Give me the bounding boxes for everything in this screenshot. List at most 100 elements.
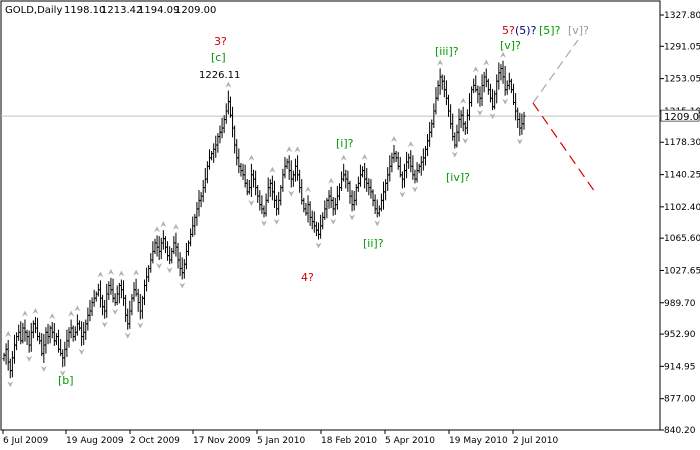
x-tick-label: 19 Aug 2009 bbox=[66, 436, 124, 446]
fractal-down-marker bbox=[451, 151, 458, 158]
fractal-down-marker bbox=[124, 332, 131, 339]
fractal-down-marker bbox=[399, 191, 406, 198]
fractal-up-marker bbox=[154, 226, 161, 233]
fractal-up-marker bbox=[500, 51, 507, 58]
fractal-down-marker bbox=[166, 267, 173, 274]
x-tick-label: 2 Jul 2010 bbox=[513, 436, 558, 446]
forecast-down-line bbox=[532, 102, 598, 196]
y-tick-label: 1291.05 bbox=[664, 42, 700, 52]
ohlc-low: 1194.09 bbox=[138, 5, 179, 16]
y-axis: 1327.801291.051253.051215.101178.301140.… bbox=[660, 11, 700, 436]
fractal-up-marker bbox=[286, 146, 293, 153]
fractal-down-marker bbox=[40, 365, 47, 372]
fractal-up-marker bbox=[328, 177, 335, 184]
fractal-down-marker bbox=[462, 137, 469, 144]
fractal-up-marker bbox=[118, 270, 125, 277]
forecast-lines bbox=[532, 39, 598, 196]
fractal-up-marker bbox=[97, 271, 104, 278]
wave-label-5-paren: (5)? bbox=[515, 24, 537, 37]
x-tick-label: 6 Jul 2009 bbox=[3, 436, 48, 446]
chart-symbol: GOLD,Daily bbox=[5, 5, 62, 16]
fractal-up-marker bbox=[5, 330, 12, 337]
fractal-down-marker bbox=[273, 218, 280, 225]
fractal-down-marker bbox=[78, 348, 85, 355]
fractal-up-marker bbox=[248, 154, 255, 161]
fractal-up-marker bbox=[172, 223, 179, 230]
fractal-down-marker bbox=[330, 218, 337, 225]
wave-label-v: [v]? bbox=[500, 39, 521, 52]
fractal-up-marker bbox=[107, 268, 114, 275]
fractal-down-marker bbox=[137, 322, 144, 329]
y-tick-label: 1178.30 bbox=[664, 138, 700, 148]
fractal-down-marker bbox=[248, 199, 255, 206]
plot-frame bbox=[0, 0, 661, 431]
y-tick-label: 989.70 bbox=[664, 299, 696, 309]
fractal-up-marker bbox=[269, 166, 276, 173]
fractal-down-marker bbox=[261, 220, 267, 227]
fractal-up-marker bbox=[472, 66, 479, 73]
wave-label-i: [i]? bbox=[336, 137, 354, 150]
fractal-down-marker bbox=[516, 138, 523, 145]
fractal-down-marker bbox=[179, 282, 186, 289]
ohlc-high: 1213.42 bbox=[101, 5, 142, 16]
current-price-tag: 1209.00 bbox=[660, 109, 700, 123]
fractal-down-marker bbox=[349, 214, 356, 221]
y-tick-label: 1253.05 bbox=[664, 75, 700, 85]
y-tick-label: 877.00 bbox=[664, 395, 696, 405]
fractal-up-marker bbox=[361, 153, 368, 160]
forecast-up-line bbox=[532, 39, 579, 104]
high-annotation: 1226.11 bbox=[199, 70, 240, 81]
fractal-down-marker bbox=[59, 370, 66, 377]
current-price-label: 1209.00 bbox=[664, 112, 700, 123]
fractal-up-marker bbox=[407, 141, 414, 148]
fractal-up-marker bbox=[160, 221, 167, 228]
fractal-down-marker bbox=[374, 220, 381, 227]
y-tick-label: 1327.80 bbox=[664, 11, 700, 21]
y-tick-label: 1027.65 bbox=[664, 266, 700, 276]
fractal-up-marker bbox=[49, 313, 56, 320]
wave-label-c: [c] bbox=[211, 51, 226, 64]
wave-label-4: 4? bbox=[301, 271, 314, 284]
fractal-up-marker bbox=[305, 186, 312, 193]
fractal-up-marker bbox=[68, 310, 75, 317]
x-tick-label: 2 Oct 2009 bbox=[130, 436, 180, 446]
wave-label-3: 3? bbox=[214, 35, 227, 48]
fractal-up-marker bbox=[437, 59, 444, 66]
fractal-up-marker bbox=[74, 305, 81, 312]
fractal-up-marker bbox=[460, 97, 467, 104]
fractal-down-marker bbox=[156, 262, 163, 269]
ohlc-close: 1209.00 bbox=[175, 5, 216, 16]
fractal-up-marker bbox=[483, 59, 490, 66]
wave-label-ii: [ii]? bbox=[363, 237, 384, 250]
wave-label-iv: [iv]? bbox=[446, 171, 470, 184]
fractal-up-marker bbox=[32, 307, 39, 314]
fractal-up-marker bbox=[391, 136, 397, 143]
fractal-up-marker bbox=[294, 146, 301, 153]
y-tick-label: 840.20 bbox=[664, 426, 696, 436]
fractal-down-marker bbox=[288, 190, 295, 197]
fractal-down-marker bbox=[7, 381, 14, 388]
fractal-down-marker bbox=[411, 186, 418, 193]
y-tick-label: 952.90 bbox=[664, 330, 696, 340]
x-tick-label: 5 Jan 2010 bbox=[257, 436, 305, 446]
y-tick-label: 1140.25 bbox=[664, 171, 700, 181]
fractal-down-marker bbox=[502, 98, 509, 105]
fractal-up-marker bbox=[340, 154, 347, 161]
x-tick-label: 17 Nov 2009 bbox=[193, 436, 251, 446]
fractal-up-marker bbox=[133, 269, 140, 276]
ohlc-open: 1198.10 bbox=[64, 5, 105, 16]
fractal-up-marker bbox=[225, 81, 232, 88]
x-tick-label: 5 Apr 2010 bbox=[385, 436, 435, 446]
ohlc-bar bbox=[522, 111, 526, 130]
y-tick-label: 1065.60 bbox=[664, 234, 700, 244]
fractal-down-marker bbox=[112, 308, 119, 315]
fractal-down-marker bbox=[26, 355, 33, 362]
y-tick-label: 1102.40 bbox=[664, 203, 700, 213]
fractal-markers bbox=[5, 51, 523, 388]
fractal-down-marker bbox=[315, 242, 322, 249]
fractal-down-marker bbox=[101, 321, 108, 328]
x-tick-label: 19 May 2010 bbox=[449, 436, 508, 446]
x-tick-label: 18 Feb 2010 bbox=[321, 436, 377, 446]
wave-label-iii: [iii]? bbox=[435, 45, 459, 58]
